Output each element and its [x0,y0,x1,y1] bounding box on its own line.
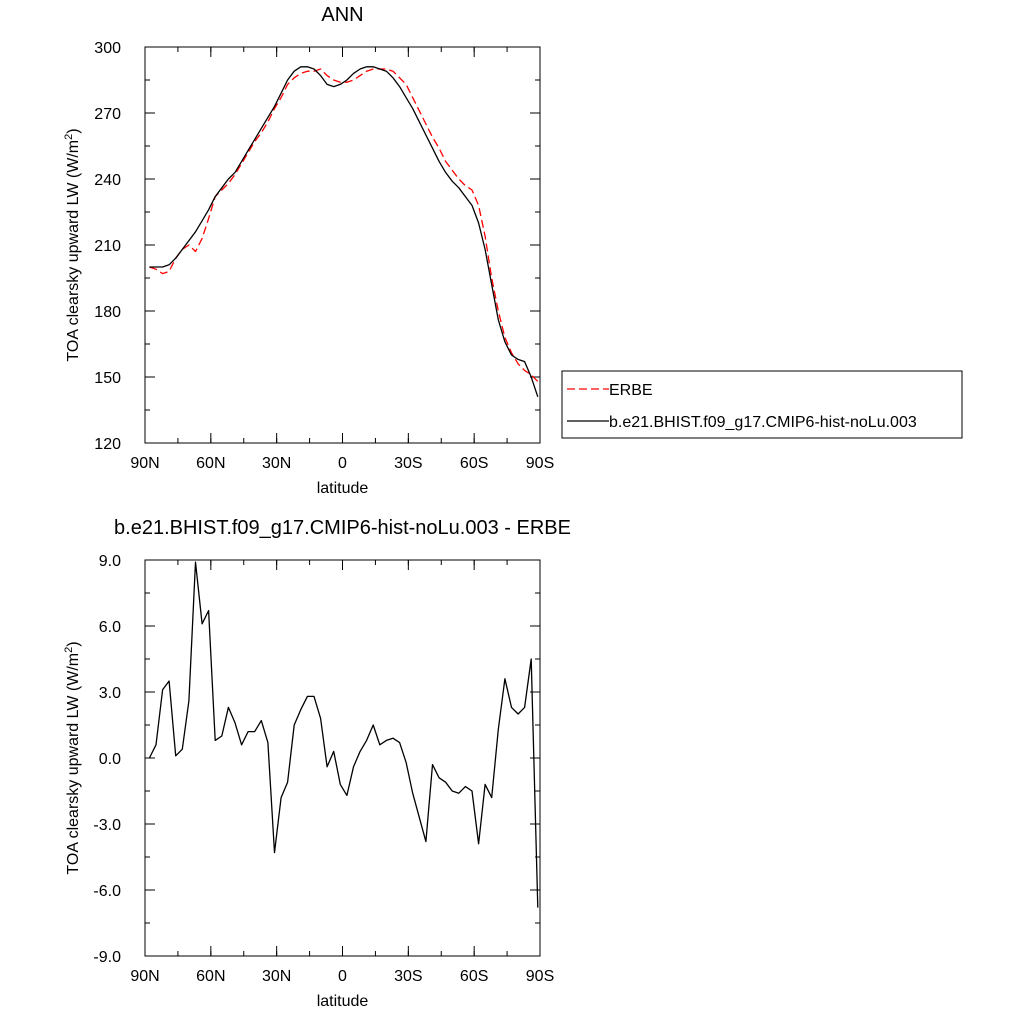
y-tick-label: -6.0 [93,883,121,900]
x-tick-label: 30N [262,968,291,985]
x-tick-label: 30S [394,968,422,985]
bottom-panel: b.e21.BHIST.f09_g17.CMIP6-hist-noLu.003 … [63,517,571,1010]
x-tick-label: 0 [338,968,347,985]
y-tick-label: 6.0 [99,619,121,636]
y-tick-label: 180 [94,304,121,321]
legend: ERBE b.e21.BHIST.f09_g17.CMIP6-hist-noLu.… [561,370,963,439]
y-tick-label: 150 [94,370,121,387]
legend-label: ERBE [609,382,653,399]
y-axis-title: TOA clearsky upward LW (W/m2) [63,641,82,874]
y-tick-label: 9.0 [99,553,121,570]
y-axis-title-main: TOA clearsky upward LW (W/m [65,653,82,875]
top-panel: ANN 90N 60N 30N 0 30S 60S 90S 120 150 180 210 240 270… [63,4,554,497]
y-tick-label: -9.0 [93,949,121,966]
y-axis-title-end: ) [65,128,82,133]
series-line-erbe [149,68,539,382]
y-tick-label: 3.0 [99,685,121,702]
x-tick-label: 30N [262,455,291,472]
y-axis-title-sup: 2 [63,134,75,140]
y-tick-label: 120 [94,436,121,453]
y-axis-title-main: TOA clearsky upward LW (W/m [65,140,82,362]
y-axis-title-end: ) [65,641,82,646]
y-tick-label: 210 [94,238,121,255]
x-axis-title: latitude [317,480,369,497]
x-tick-label: 60N [196,455,225,472]
x-tick-label: 30S [394,455,422,472]
x-tick-label: 60S [460,455,488,472]
y-tick-label: 300 [94,40,121,57]
legend-label: b.e21.BHIST.f09_g17.CMIP6-hist-noLu.003 [609,414,917,431]
x-tick-label: 0 [338,455,347,472]
x-tick-label: 90N [130,968,159,985]
x-axis-title: latitude [317,993,369,1010]
chart-title: ANN [321,4,363,26]
y-tick-label: 270 [94,106,121,123]
x-tick-label: 60S [460,968,488,985]
legend-box [561,370,963,439]
y-tick-label: 0.0 [99,751,121,768]
x-tick-label: 90N [130,455,159,472]
y-axis-title-sup: 2 [63,647,75,653]
y-tick-label: -3.0 [93,817,121,834]
x-tick-label: 60N [196,968,225,985]
series-line-b-e21-bhist-f09-g17-cmip6-hist-nolu-003 [149,66,539,398]
y-tick-label: 240 [94,172,121,189]
series-line-difference [148,561,539,908]
x-tick-label: 90S [526,968,554,985]
y-axis-title: TOA clearsky upward LW (W/m2) [63,128,82,361]
chart-title: b.e21.BHIST.f09_g17.CMIP6-hist-noLu.003 … [114,517,571,539]
x-tick-label: 90S [526,455,554,472]
